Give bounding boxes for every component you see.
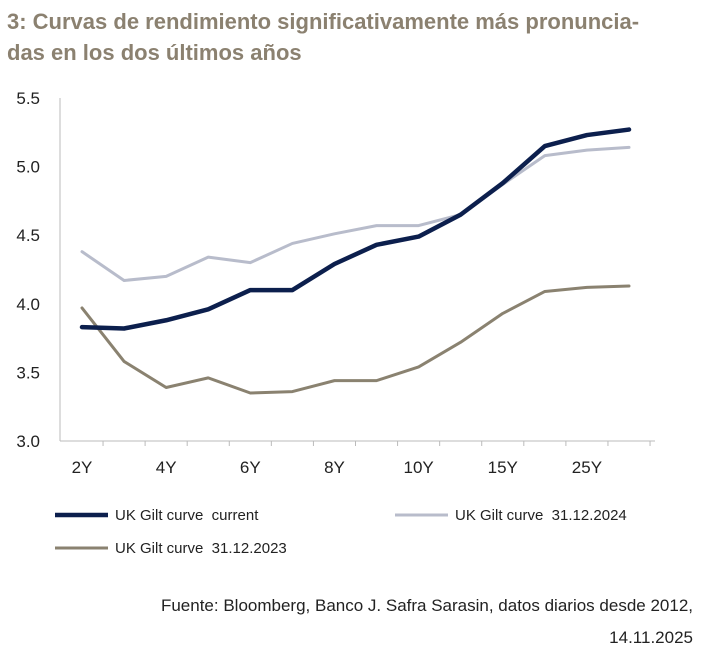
legend-label-2: UK Gilt curve 31.12.2023: [115, 540, 287, 557]
x-tick-label: 8Y: [324, 458, 345, 477]
line-chart: 3.0 3.5 4.0 4.5 5.0 5.5 2Y 4Y 6Y 8Y 10Y 15Y 25Y UK Gi…: [16, 89, 655, 557]
legend-label-1: UK Gilt curve 31.12.2024: [455, 507, 627, 524]
x-tick-label: 4Y: [156, 458, 177, 477]
x-tick-label: 2Y: [72, 458, 93, 477]
series-line-1: [80, 145, 631, 282]
series-line-2: [80, 284, 631, 395]
legend-label-0: UK Gilt curve current: [115, 507, 259, 524]
y-tick-label: 4.0: [16, 295, 40, 314]
x-tick-label: 6Y: [240, 458, 261, 477]
source-line-1: Fuente: Bloomberg, Banco J. Safra Sarasi…: [160, 596, 693, 615]
y-tick-label: 5.0: [16, 158, 40, 177]
y-tick-label: 5.5: [16, 89, 40, 108]
source-note: Fuente: Bloomberg, Banco J. Safra Sarasi…: [161, 590, 693, 654]
y-tick-label: 3.5: [16, 363, 40, 382]
x-tick-label: 25Y: [572, 458, 602, 477]
series-line-0: [79, 127, 632, 331]
y-tick-label: 3.0: [16, 432, 40, 451]
chart-title: 3: Curvas de rendimiento significativame…: [7, 6, 707, 68]
title-line-2: das en los dos últimos años: [7, 40, 302, 65]
y-tick-label: 4.5: [16, 226, 40, 245]
x-tick-label: 15Y: [488, 458, 518, 477]
source-line-2: 14.11.2025: [609, 628, 693, 647]
title-line-1: 3: Curvas de rendimiento significativame…: [7, 9, 640, 34]
x-tick-label: 10Y: [403, 458, 433, 477]
